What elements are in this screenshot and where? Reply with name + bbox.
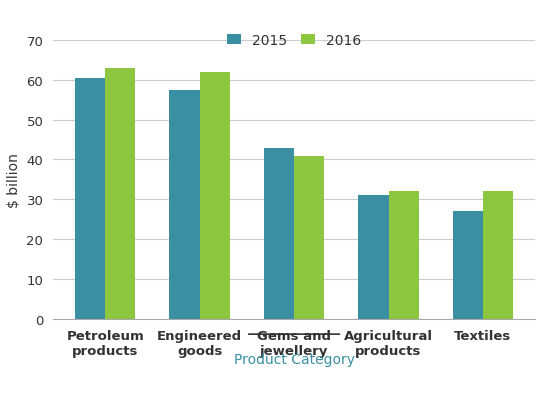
Bar: [483, 192, 513, 319]
Legend: 2015, 2016: 2015, 2016: [221, 28, 367, 54]
Bar: [453, 212, 483, 319]
Bar: [264, 148, 294, 319]
Bar: [199, 73, 230, 319]
Bar: [358, 196, 389, 319]
Bar: [389, 192, 419, 319]
Bar: [294, 156, 324, 319]
Text: Product Category: Product Category: [234, 353, 354, 366]
Bar: [170, 90, 199, 319]
Y-axis label: $ billion: $ billion: [7, 153, 21, 207]
Bar: [75, 79, 105, 319]
Bar: [105, 69, 136, 319]
